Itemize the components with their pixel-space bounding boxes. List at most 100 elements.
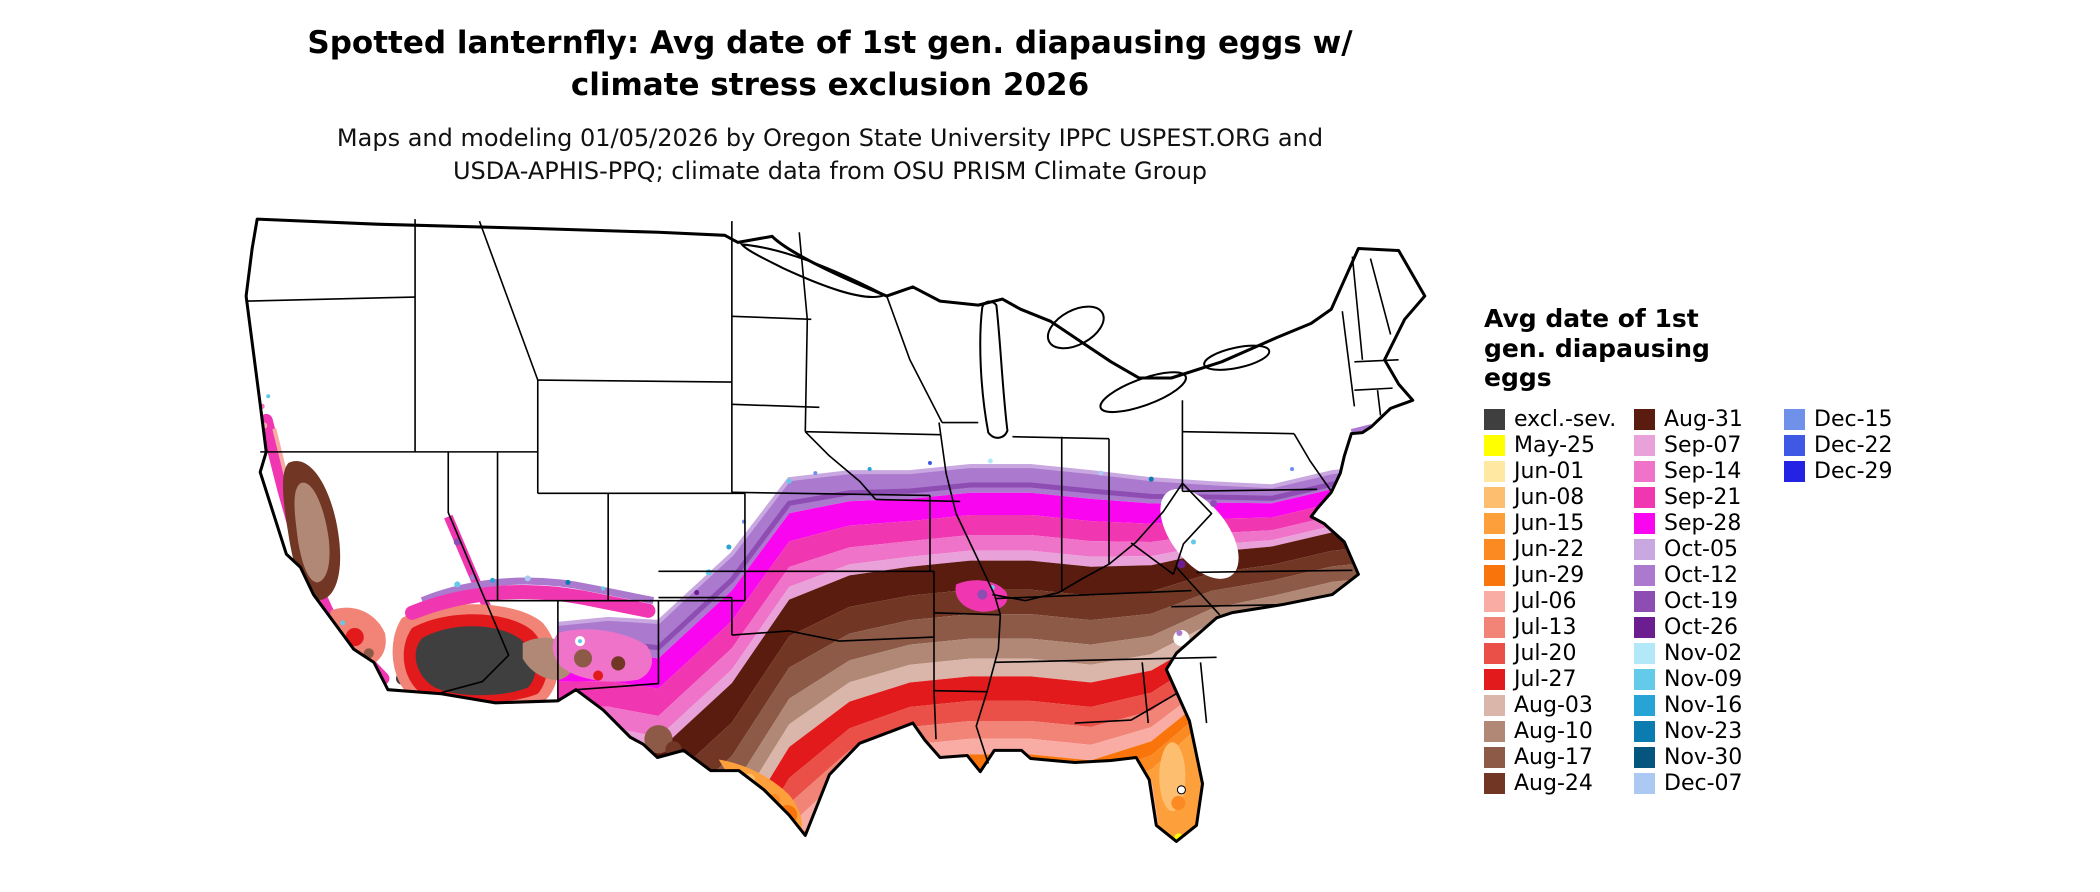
legend-swatch xyxy=(1634,617,1655,638)
legend-item: Aug-03 xyxy=(1484,693,1634,719)
legend-swatch xyxy=(1784,435,1805,456)
legend-item: Nov-02 xyxy=(1634,641,1784,667)
color-speck xyxy=(577,639,583,644)
legend-label: Jun-15 xyxy=(1514,511,1585,536)
legend-label: Oct-05 xyxy=(1664,537,1738,562)
color-speck xyxy=(786,478,792,484)
legend-item: Jul-27 xyxy=(1484,667,1634,693)
legend-item: May-25 xyxy=(1484,433,1634,459)
legend-column: Aug-31 Sep-07 Sep-14 Sep-21 Sep-28 Oct-05 Oct-… xyxy=(1634,407,1784,797)
legend-item: Aug-10 xyxy=(1484,719,1634,745)
us-map xyxy=(226,208,1463,886)
legend-label: Aug-03 xyxy=(1514,693,1593,718)
legend-item: Dec-29 xyxy=(1784,459,1893,485)
legend-column: Dec-15 Dec-22 Dec-29 xyxy=(1784,407,1893,485)
legend-title-line: gen. diapausing xyxy=(1484,333,1710,363)
color-speck xyxy=(454,581,461,588)
legend-label: Dec-29 xyxy=(1814,459,1893,484)
color-speck xyxy=(565,579,571,585)
lake-michigan xyxy=(979,300,1009,439)
color-speck xyxy=(1290,467,1295,472)
legend-swatch xyxy=(1634,747,1655,768)
color-speck xyxy=(694,590,700,596)
legend-label: Jul-20 xyxy=(1514,641,1577,666)
legend-item: Jun-29 xyxy=(1484,563,1634,589)
color-speck xyxy=(524,575,531,582)
legend-item: Oct-19 xyxy=(1634,589,1784,615)
legend-swatch xyxy=(1634,591,1655,612)
legend-columns: excl.-sev. May-25 Jun-01 Jun-08 Jun-15 Jun-22… xyxy=(1484,407,2084,797)
legend-label: Aug-24 xyxy=(1514,771,1593,796)
legend-item: Aug-24 xyxy=(1484,771,1634,797)
color-speck xyxy=(266,394,271,399)
legend-label: Oct-26 xyxy=(1664,615,1738,640)
legend-item: Nov-16 xyxy=(1634,693,1784,719)
legend-swatch xyxy=(1484,669,1505,690)
color-speck xyxy=(726,544,732,550)
legend-swatch xyxy=(1634,669,1655,690)
legend-label: Nov-30 xyxy=(1664,745,1743,770)
legend-item: Sep-21 xyxy=(1634,485,1784,511)
legend-swatch xyxy=(1634,513,1655,534)
legend-item: Dec-22 xyxy=(1784,433,1893,459)
mogollon-purple xyxy=(420,577,655,605)
page-subtitle: Maps and modeling 01/05/2026 by Oregon S… xyxy=(0,122,1660,188)
color-speck xyxy=(340,620,346,626)
great-lakes xyxy=(739,243,1271,439)
legend-item: Dec-15 xyxy=(1784,407,1893,433)
legend-swatch xyxy=(1484,747,1505,768)
legend-item: Oct-12 xyxy=(1634,563,1784,589)
legend-label: Jun-08 xyxy=(1514,485,1585,510)
legend-item: Jul-20 xyxy=(1484,641,1634,667)
legend-swatch xyxy=(1484,487,1505,508)
lake-erie xyxy=(1099,371,1187,414)
legend-swatch xyxy=(1484,643,1505,664)
legend-label: Jun-01 xyxy=(1514,459,1585,484)
color-speck xyxy=(1098,470,1104,476)
legend-swatch xyxy=(1484,565,1505,586)
color-speck xyxy=(601,586,606,591)
legend-swatch xyxy=(1634,565,1655,586)
legend-item: Jul-06 xyxy=(1484,589,1634,615)
legend-swatch xyxy=(1634,539,1655,560)
nm-red-patch xyxy=(593,670,604,681)
title-line-1: Spotted lanternfly: Avg date of 1st gen.… xyxy=(307,25,1353,61)
legend-item: Sep-28 xyxy=(1634,511,1784,537)
legend-label: Jul-06 xyxy=(1514,589,1577,614)
legend-label: Aug-17 xyxy=(1514,745,1593,770)
page-title: Spotted lanternfly: Avg date of 1st gen.… xyxy=(0,22,1660,106)
legend-column: excl.-sev. May-25 Jun-01 Jun-08 Jun-15 Jun-22… xyxy=(1484,407,1634,797)
socal-red xyxy=(345,627,364,647)
date-band-fringe xyxy=(557,464,1393,626)
color-speck xyxy=(987,458,993,464)
legend-item: excl.-sev. xyxy=(1484,407,1634,433)
legend-swatch xyxy=(1634,487,1655,508)
bigbend-brown xyxy=(644,725,673,754)
header: Spotted lanternfly: Avg date of 1st gen.… xyxy=(0,22,1660,189)
legend-item: Oct-05 xyxy=(1634,537,1784,563)
color-speck xyxy=(813,471,818,476)
legend-swatch xyxy=(1484,435,1505,456)
legend-title-line: eggs xyxy=(1484,363,1552,392)
legend-label: Sep-28 xyxy=(1664,511,1742,536)
az-excl-severe-zone xyxy=(415,626,536,696)
legend-swatch xyxy=(1484,721,1505,742)
legend-label: Nov-16 xyxy=(1664,693,1743,718)
color-speck xyxy=(977,589,988,600)
legend-label: Jul-13 xyxy=(1514,615,1577,640)
legend-label: Dec-07 xyxy=(1664,771,1743,796)
legend-item: Jun-08 xyxy=(1484,485,1634,511)
map-fill-layer xyxy=(246,219,1425,842)
color-speck xyxy=(489,577,496,583)
legend-label: excl.-sev. xyxy=(1514,407,1617,432)
legend-item: Jun-15 xyxy=(1484,511,1634,537)
legend-swatch xyxy=(1784,461,1805,482)
legend-item: Aug-31 xyxy=(1634,407,1784,433)
subtitle-line-1: Maps and modeling 01/05/2026 by Oregon S… xyxy=(336,124,1324,153)
legend-swatch xyxy=(1484,513,1505,534)
color-speck xyxy=(1176,629,1183,637)
lake-ontario xyxy=(1203,344,1271,371)
legend-swatch xyxy=(1784,409,1805,430)
date-band-fringe xyxy=(557,475,1393,651)
legend-swatch xyxy=(1634,409,1655,430)
